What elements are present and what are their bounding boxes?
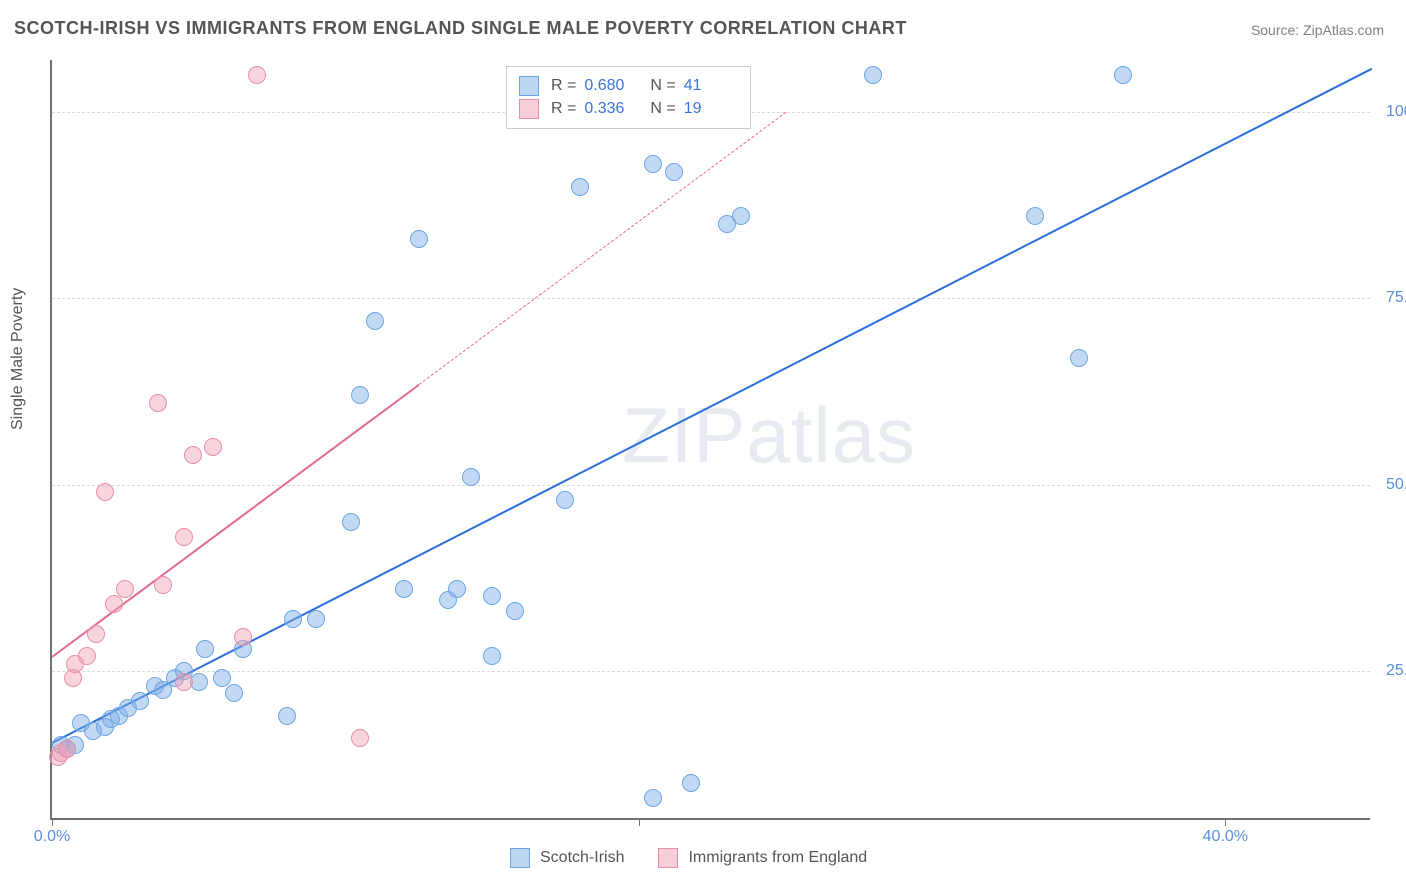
data-point (131, 692, 149, 710)
watermark: ZIPatlas (622, 390, 916, 481)
legend-series: Scotch-Irish Immigrants from England (510, 848, 891, 868)
data-point (864, 66, 882, 84)
y-tick-label: 50.0% (1374, 476, 1406, 494)
data-point (483, 587, 501, 605)
data-point (556, 491, 574, 509)
data-point (448, 580, 466, 598)
data-point (184, 446, 202, 464)
data-point (665, 163, 683, 181)
legend-swatch (519, 99, 539, 119)
y-tick-label: 100.0% (1374, 103, 1406, 121)
source-attribution: Source: ZipAtlas.com (1251, 22, 1384, 38)
legend-r-label: R = (551, 100, 576, 118)
gridline-horizontal (52, 298, 1370, 299)
chart-container: SCOTCH-IRISH VS IMMIGRANTS FROM ENGLAND … (0, 0, 1406, 892)
legend-swatch (519, 76, 539, 96)
plot-area: ZIPatlas 25.0%50.0%75.0%100.0%0.0%40.0% (50, 60, 1370, 820)
data-point (395, 580, 413, 598)
y-tick-label: 75.0% (1374, 289, 1406, 307)
data-point (1114, 66, 1132, 84)
data-point (87, 625, 105, 643)
x-tick-mark (639, 818, 640, 826)
legend-swatch (658, 848, 678, 868)
data-point (644, 155, 662, 173)
source-value: ZipAtlas.com (1303, 22, 1384, 38)
data-point (410, 230, 428, 248)
x-tick-label: 40.0% (1203, 828, 1248, 846)
data-point (234, 628, 252, 646)
data-point (105, 595, 123, 613)
data-point (571, 178, 589, 196)
data-point (1026, 207, 1044, 225)
data-point (506, 602, 524, 620)
data-point (351, 729, 369, 747)
chart-title: SCOTCH-IRISH VS IMMIGRANTS FROM ENGLAND … (14, 18, 907, 39)
trendline-dashed (418, 112, 785, 385)
data-point (175, 528, 193, 546)
data-point (278, 707, 296, 725)
trendline-solid (51, 384, 419, 658)
data-point (204, 438, 222, 456)
data-point (1070, 349, 1088, 367)
legend-r-value: 0.336 (584, 100, 638, 118)
legend-series-label: Immigrants from England (688, 849, 867, 867)
data-point (284, 610, 302, 628)
gridline-horizontal (52, 671, 1370, 672)
data-point (682, 774, 700, 792)
data-point (483, 647, 501, 665)
data-point (732, 207, 750, 225)
legend-n-label: N = (650, 77, 675, 95)
x-tick-mark (52, 818, 53, 826)
data-point (149, 394, 167, 412)
data-point (307, 610, 325, 628)
legend-n-label: N = (650, 100, 675, 118)
data-point (154, 576, 172, 594)
data-point (175, 673, 193, 691)
data-point (96, 483, 114, 501)
legend-swatch (510, 848, 530, 868)
legend-stats-row: R = 0.680 N = 41 (519, 76, 738, 96)
legend-n-value: 41 (684, 77, 738, 95)
gridline-horizontal (52, 485, 1370, 486)
y-axis-label: Single Male Poverty (9, 288, 27, 430)
legend-n-value: 19 (684, 100, 738, 118)
data-point (196, 640, 214, 658)
legend-stats-box: R = 0.680 N = 41 R = 0.336 N = 19 (506, 66, 751, 129)
data-point (116, 580, 134, 598)
data-point (225, 684, 243, 702)
data-point (78, 647, 96, 665)
y-tick-label: 25.0% (1374, 662, 1406, 680)
data-point (366, 312, 384, 330)
legend-stats-row: R = 0.336 N = 19 (519, 99, 738, 119)
watermark-thin: atlas (746, 391, 916, 479)
data-point (351, 386, 369, 404)
watermark-bold: ZIP (622, 391, 746, 479)
x-tick-label: 0.0% (34, 828, 70, 846)
data-point (248, 66, 266, 84)
data-point (462, 468, 480, 486)
data-point (644, 789, 662, 807)
data-point (58, 740, 76, 758)
legend-series-label: Scotch-Irish (540, 849, 624, 867)
legend-r-label: R = (551, 77, 576, 95)
legend-r-value: 0.680 (584, 77, 638, 95)
x-tick-mark (1225, 818, 1226, 826)
source-label: Source: (1251, 22, 1299, 38)
data-point (342, 513, 360, 531)
